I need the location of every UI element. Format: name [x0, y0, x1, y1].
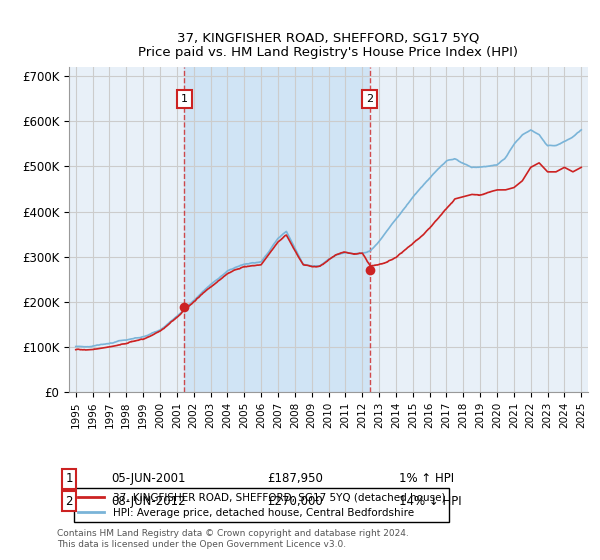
Text: 2: 2 [366, 94, 373, 104]
Text: 1: 1 [181, 94, 188, 104]
Text: 14% ↓ HPI: 14% ↓ HPI [399, 494, 461, 508]
Text: 2: 2 [65, 494, 73, 508]
Text: 08-JUN-2012: 08-JUN-2012 [111, 494, 185, 508]
Text: Contains HM Land Registry data © Crown copyright and database right 2024.
This d: Contains HM Land Registry data © Crown c… [57, 529, 409, 549]
Bar [184, 67, 370, 392]
Text: 1% ↑ HPI: 1% ↑ HPI [399, 472, 454, 486]
Text: £270,000: £270,000 [267, 494, 323, 508]
Text: 1: 1 [65, 472, 73, 486]
Legend: 37, KINGFISHER ROAD, SHEFFORD, SG17 5YQ (detached house), HPI: Average price, de: 37, KINGFISHER ROAD, SHEFFORD, SG17 5YQ … [74, 488, 449, 522]
Text: £187,950: £187,950 [267, 472, 323, 486]
Title: 37, KINGFISHER ROAD, SHEFFORD, SG17 5YQ
Price paid vs. HM Land Registry's House : 37, KINGFISHER ROAD, SHEFFORD, SG17 5YQ … [139, 31, 518, 59]
Text: 05-JUN-2001: 05-JUN-2001 [111, 472, 185, 486]
